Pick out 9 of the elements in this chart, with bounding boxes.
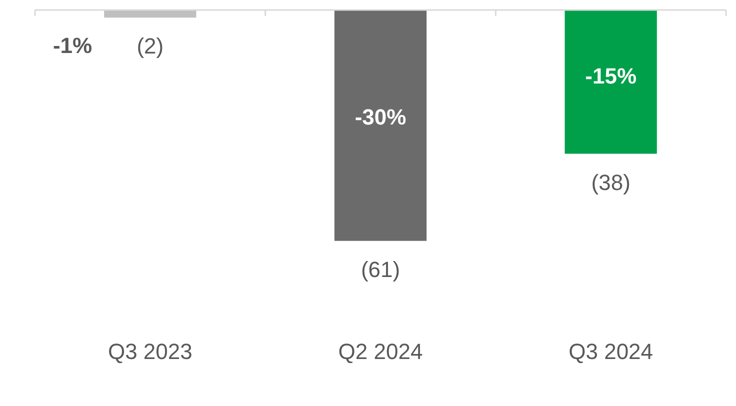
- data-label: (61): [360, 256, 400, 282]
- data-label: (2): [136, 34, 164, 59]
- x-tick-label: Q2 2024: [338, 338, 423, 364]
- x-tick-label: Q3 2023: [108, 338, 192, 364]
- annotation: -15%: [585, 64, 637, 89]
- x-tick-label: Q3 2024: [568, 338, 654, 364]
- data-label: (38): [591, 170, 630, 195]
- annotation: -1%: [52, 33, 92, 58]
- annotation: -30%: [354, 104, 406, 130]
